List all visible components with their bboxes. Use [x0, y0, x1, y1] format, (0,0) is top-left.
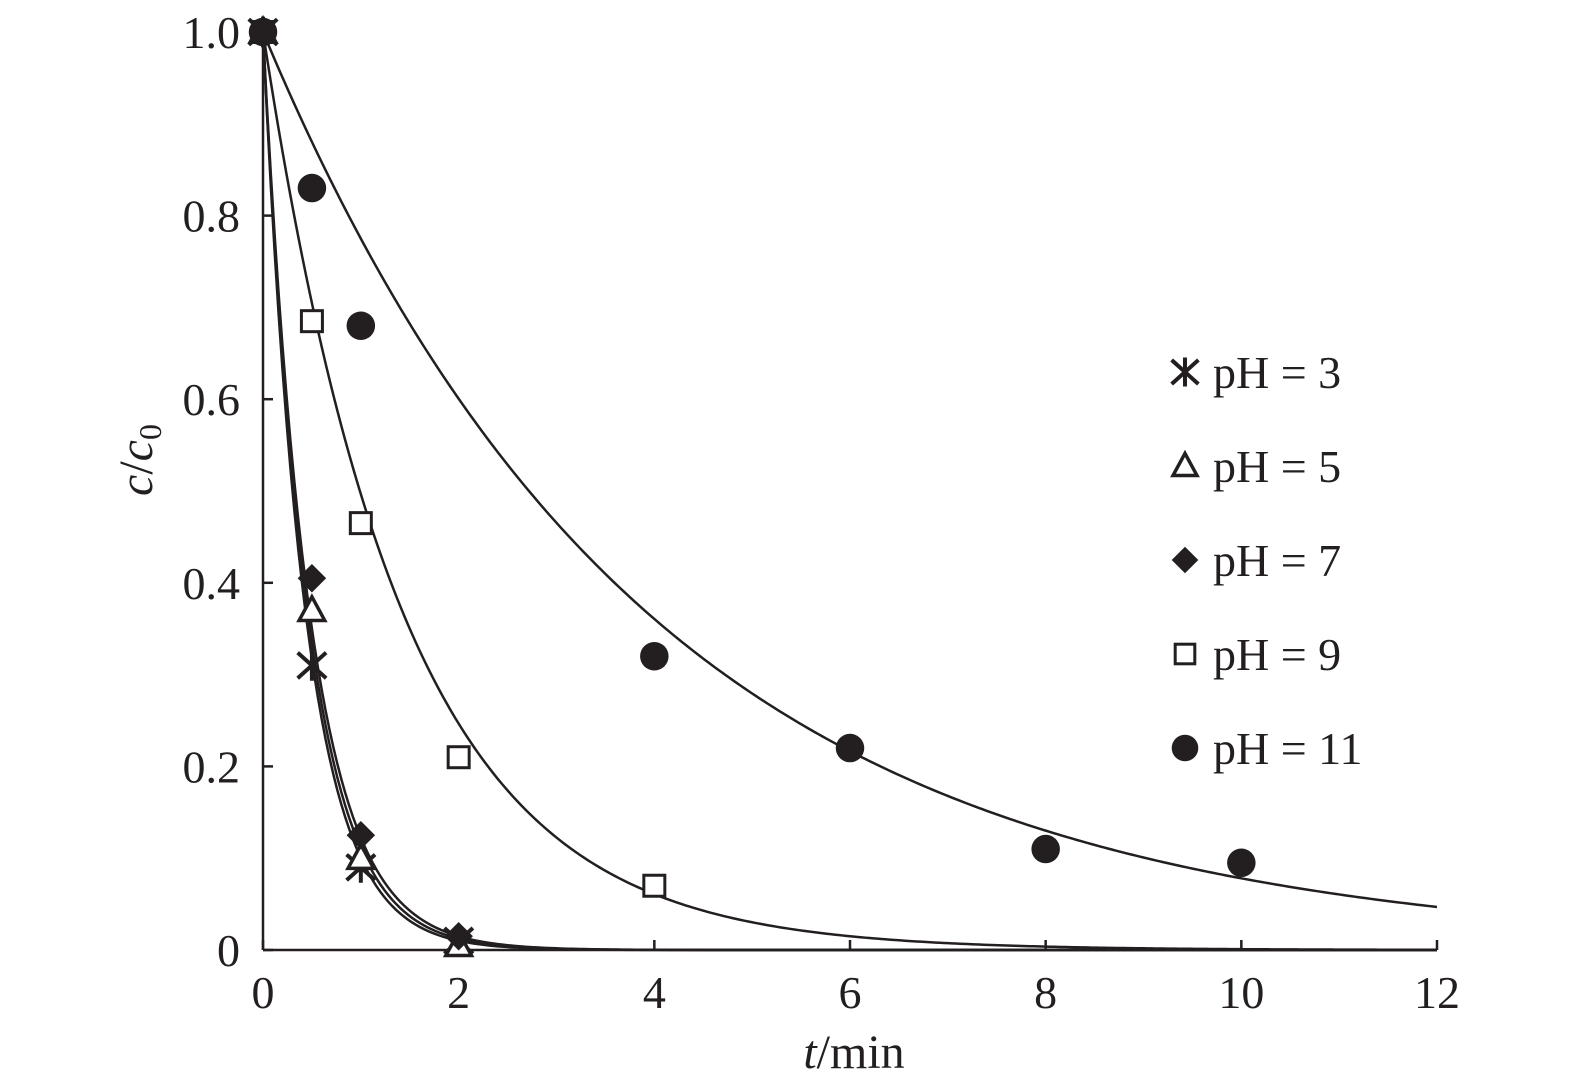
data-point	[346, 821, 376, 850]
x-tick-label: 12	[1414, 967, 1460, 1018]
x-tick-label: 6	[839, 967, 862, 1018]
x-axis-var: t	[803, 1026, 818, 1079]
y-tick-label: 0.4	[183, 558, 241, 609]
x-tick-label: 4	[643, 967, 666, 1018]
y-axis-var2: c	[110, 440, 163, 461]
data-point	[640, 641, 669, 671]
data-point	[248, 17, 278, 47]
data-point	[297, 173, 327, 203]
data-point	[346, 311, 376, 341]
x-axis-title: t/min	[803, 1026, 904, 1079]
y-axis-title: c/c0	[110, 424, 168, 496]
y-tick-label: 0.6	[183, 374, 241, 425]
data-markers	[247, 14, 1256, 958]
data-point	[642, 873, 667, 898]
legend-label: pH = 11	[1213, 723, 1362, 774]
data-point	[296, 650, 328, 681]
y-ticks: 0 0.2 0.4 0.6 0.8 1.0	[183, 7, 273, 976]
data-point	[444, 921, 473, 951]
legend-marker	[1170, 357, 1200, 387]
x-tick-label: 0	[252, 967, 275, 1018]
x-tick-label: 10	[1218, 967, 1264, 1018]
y-tick-label: 0.2	[183, 741, 241, 792]
data-point	[348, 511, 373, 536]
legend-marker	[1173, 642, 1197, 666]
legend-marker	[1171, 734, 1199, 762]
data-point	[296, 593, 328, 623]
legend-marker	[1170, 449, 1200, 478]
legend-marker	[1171, 546, 1199, 574]
data-point	[1031, 834, 1060, 864]
y-axis-subscript: 0	[132, 424, 168, 440]
x-tick-label: 2	[447, 967, 470, 1018]
x-ticks: 0 2 4 6 8 10 12	[252, 940, 1460, 1018]
data-point	[299, 309, 324, 334]
y-axis-var: c	[110, 475, 163, 496]
data-point	[446, 745, 471, 770]
legend-label: pH = 3	[1213, 347, 1341, 398]
data-point	[297, 563, 327, 593]
legend: pH = 3 pH = 5 pH = 7 pH = 9 pH = 11	[1170, 347, 1362, 774]
y-tick-label: 1.0	[183, 7, 241, 58]
y-tick-label: 0	[217, 925, 240, 976]
y-axis-slash: /	[110, 461, 163, 475]
legend-label: pH = 5	[1213, 441, 1341, 492]
data-point	[1227, 848, 1256, 878]
x-axis-unit: /min	[817, 1026, 905, 1079]
legend-label: pH = 9	[1213, 629, 1341, 680]
data-point	[345, 841, 377, 871]
y-tick-label: 0.8	[183, 191, 241, 242]
data-point	[835, 733, 865, 763]
x-tick-label: 8	[1034, 967, 1057, 1018]
legend-label: pH = 7	[1213, 535, 1341, 586]
